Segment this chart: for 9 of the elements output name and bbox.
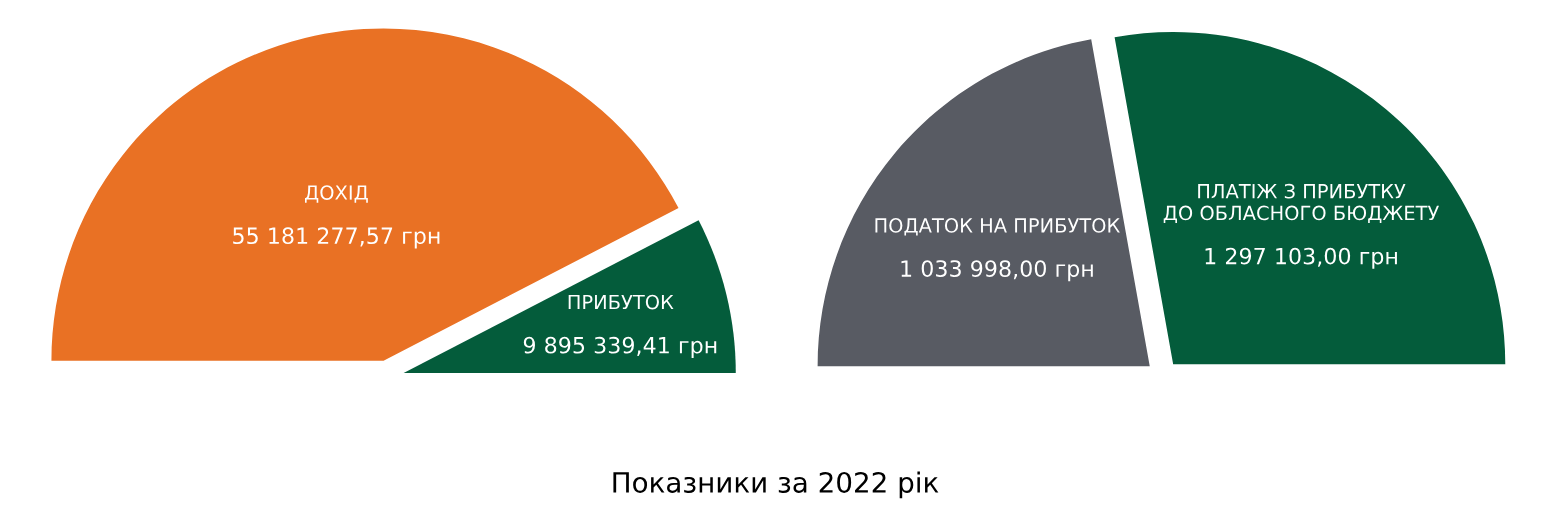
- data-label: 9 895 339,41 грн: [523, 336, 717, 358]
- slice-label: ДОХІД: [305, 185, 368, 203]
- slice-label: ПРИБУТОК: [568, 294, 674, 310]
- text: Показники за 2022 рік: [613, 471, 939, 499]
- slice-label: ПОДАТОК НА ПРИБУТОК: [875, 218, 1120, 236]
- data-label: 1 033 998,00 грн: [901, 260, 1093, 282]
- data-label: 55 181 277,57 грн: [233, 227, 440, 249]
- data-label: 1 297 103,00 грн: [1205, 247, 1397, 269]
- slice-label: ПЛАТІЖ З ПРИБУТКУ ДО ОБЛАСНОГО БЮДЖЕТУ: [1163, 183, 1439, 224]
